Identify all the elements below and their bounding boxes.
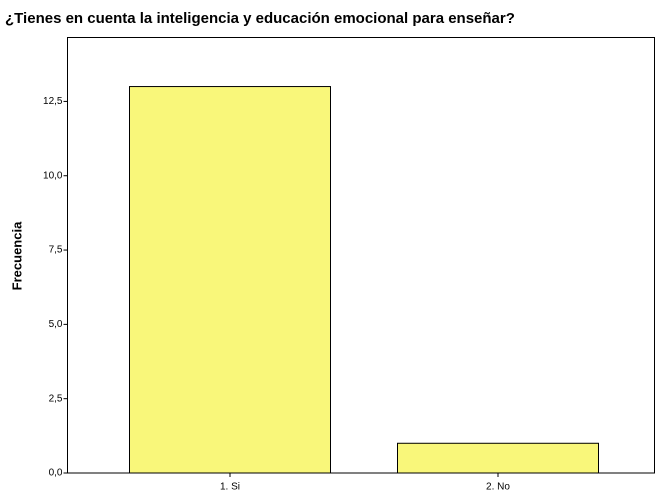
chart-title: ¿Tienes en cuenta la inteligencia y educ… [5, 10, 515, 27]
x-tick-label: 1. Si [220, 482, 240, 493]
y-tick-label: 12,5 [43, 96, 63, 107]
x-tick-label: 2. No [486, 482, 510, 493]
bar [397, 442, 599, 474]
y-tick-label: 0,0 [49, 468, 63, 479]
y-tick-label: 10,0 [43, 170, 63, 181]
bar [129, 86, 331, 474]
y-tick-label: 2,5 [49, 393, 63, 404]
y-axis-label: Frecuencia [9, 221, 24, 290]
y-tick-label: 5,0 [49, 319, 63, 330]
y-tick-label: 7,5 [49, 245, 63, 256]
